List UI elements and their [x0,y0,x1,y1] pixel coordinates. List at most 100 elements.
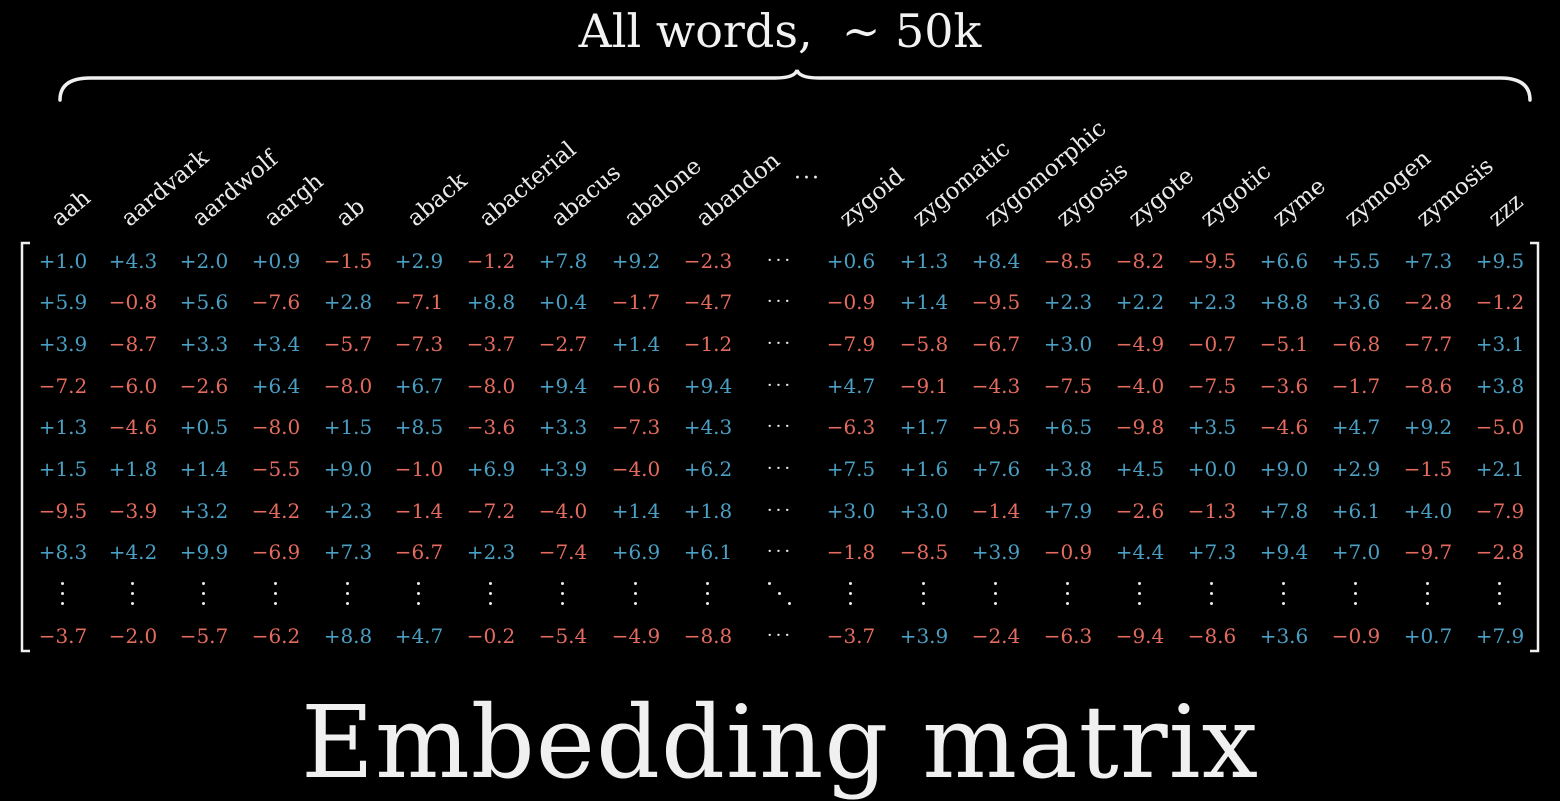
matrix-cell: −9.1 [899,374,949,398]
vertical-ellipsis-icon [43,574,83,614]
vertical-ellipsis-icon [1336,574,1376,614]
matrix-cell: +8.3 [38,540,88,564]
matrix-cell: +9.2 [1403,415,1453,439]
matrix-cell: +3.2 [179,499,229,523]
matrix-cell: −8.5 [1043,249,1093,273]
matrix-cell: −2.0 [108,624,158,648]
matrix-cell: +2.3 [1187,290,1237,314]
horizontal-ellipsis-icon: ··· [766,375,794,396]
matrix-cell: −3.6 [1259,374,1309,398]
matrix-cell: −6.3 [826,415,876,439]
matrix-cell: −2.4 [971,624,1021,648]
matrix-cell: −4.0 [611,457,661,481]
matrix-cell: −1.3 [1187,499,1237,523]
matrix-cell: −1.2 [1475,290,1525,314]
vertical-ellipsis-icon [543,574,583,614]
matrix-cell: +2.9 [394,249,444,273]
matrix-cell: −9.5 [971,415,1021,439]
matrix-cell: +6.6 [1259,249,1309,273]
matrix-cell: −3.6 [466,415,516,439]
matrix-cell: +7.3 [1187,540,1237,564]
vertical-ellipsis-icon [976,574,1016,614]
matrix-cell: −0.2 [466,624,516,648]
matrix-cell: +3.9 [899,624,949,648]
vertical-ellipsis-icon [831,574,871,614]
horizontal-ellipsis-icon: ··· [766,541,794,562]
matrix-cell: −9.8 [1115,415,1165,439]
matrix-cell: +7.5 [826,457,876,481]
matrix-cell: +7.9 [1043,499,1093,523]
matrix-cell: −4.0 [1115,374,1165,398]
vertical-ellipsis-icon [688,574,728,614]
matrix-cell: −5.5 [251,457,301,481]
matrix-cell: −7.3 [611,415,661,439]
vertical-ellipsis-icon [113,574,153,614]
matrix-cell: −2.8 [1403,290,1453,314]
vertical-ellipsis-icon [256,574,296,614]
vertical-ellipsis-icon [1120,574,1160,614]
matrix-cell: −8.8 [683,624,733,648]
matrix-cell: −5.4 [538,624,588,648]
matrix-cell: +1.0 [38,249,88,273]
matrix-cell: +6.9 [611,540,661,564]
matrix-cell: −7.6 [251,290,301,314]
matrix-cell: +3.1 [1475,332,1525,356]
matrix-cell: +9.5 [1475,249,1525,273]
matrix-cell: −4.9 [611,624,661,648]
matrix-cell: +3.3 [538,415,588,439]
matrix-cell: +9.4 [683,374,733,398]
matrix-cell: +8.5 [394,415,444,439]
horizontal-ellipsis-icon: ··· [766,250,794,271]
matrix-cell: +6.2 [683,457,733,481]
matrix-cell: −9.5 [38,499,88,523]
matrix-cell: +8.8 [323,624,373,648]
matrix-cell: +3.9 [38,332,88,356]
matrix-cell: +0.7 [1403,624,1453,648]
matrix-cell: +4.0 [1403,499,1453,523]
matrix-cell: −8.6 [1403,374,1453,398]
matrix-cell: +6.9 [466,457,516,481]
matrix-cell: +2.3 [1043,290,1093,314]
matrix-cell: −3.9 [108,499,158,523]
matrix-cell: +3.0 [899,499,949,523]
matrix-cell: −7.2 [466,499,516,523]
horizontal-ellipsis-icon: ··· [766,500,794,521]
matrix-cell: +4.3 [683,415,733,439]
vertical-ellipsis-icon [328,574,368,614]
matrix-cell: +3.4 [251,332,301,356]
matrix-cell: +1.6 [899,457,949,481]
matrix-cell: −3.7 [826,624,876,648]
matrix-cell: +3.9 [538,457,588,481]
vertical-ellipsis-icon [1480,574,1520,614]
matrix-cell: +9.0 [323,457,373,481]
matrix-cell: −0.7 [1187,332,1237,356]
matrix-cell: +9.2 [611,249,661,273]
matrix-cell: −6.3 [1043,624,1093,648]
vertical-ellipsis-icon [1264,574,1304,614]
matrix-cell: +4.5 [1115,457,1165,481]
matrix-cell: +1.4 [611,332,661,356]
horizontal-ellipsis-icon: ··· [766,458,794,479]
matrix-cell: −2.7 [538,332,588,356]
matrix-cell: −4.0 [538,499,588,523]
matrix-cell: −7.2 [38,374,88,398]
matrix-cell: −5.0 [1475,415,1525,439]
matrix-cell: +3.6 [1259,624,1309,648]
matrix-cell: −4.7 [683,290,733,314]
matrix-cell: −8.0 [323,374,373,398]
matrix-cell: +8.8 [1259,290,1309,314]
matrix-cell: −1.0 [394,457,444,481]
matrix-cell: −0.9 [826,290,876,314]
matrix-cell: +2.2 [1115,290,1165,314]
vertical-ellipsis-icon [904,574,944,614]
matrix-cell: −1.7 [1331,374,1381,398]
curly-brace-icon [58,69,1532,102]
matrix-cell: −1.5 [323,249,373,273]
matrix-cell: +5.6 [179,290,229,314]
matrix-cell: −6.7 [394,540,444,564]
matrix-cell: +2.1 [1475,457,1525,481]
matrix-cell: −7.5 [1187,374,1237,398]
vertical-ellipsis-icon [184,574,224,614]
matrix-cell: +4.2 [108,540,158,564]
matrix-cell: −7.5 [1043,374,1093,398]
